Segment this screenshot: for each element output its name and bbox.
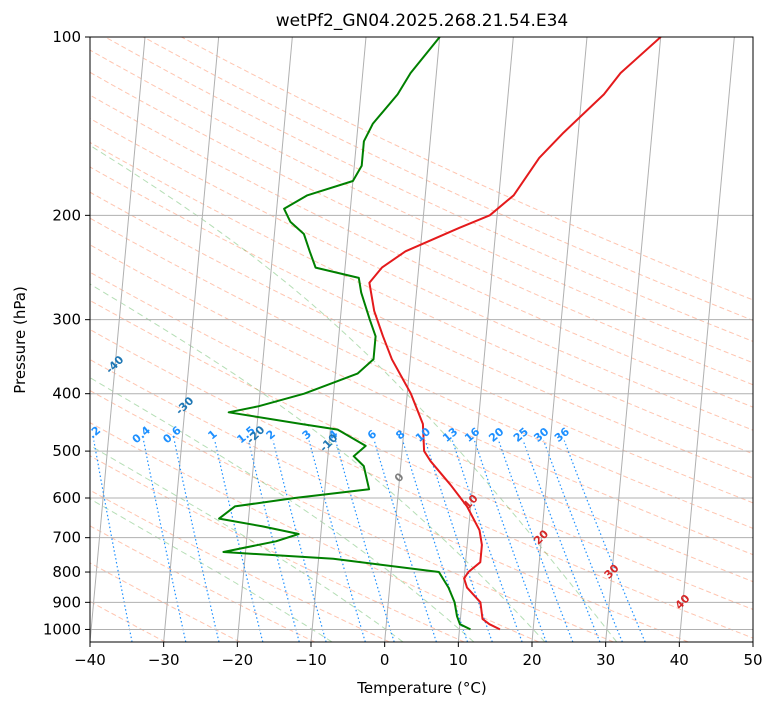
mixing-ratio-line (93, 440, 133, 642)
moist-adiabat (90, 377, 475, 642)
mixing-ratio-line (143, 440, 187, 642)
mixing-ratio-line (272, 440, 327, 642)
y-tick-label: 600 (52, 489, 81, 507)
y-tick-label: 900 (52, 593, 81, 611)
y-tick-label: 1000 (43, 620, 81, 638)
dry-adiabat (90, 271, 753, 583)
x-tick-label: −20 (221, 651, 253, 669)
temperature-line (368, 37, 662, 631)
y-tick-label: 500 (52, 442, 81, 460)
dry-adiabat (90, 489, 390, 642)
dry-adiabat (90, 299, 753, 610)
x-tick-label: −40 (74, 651, 106, 669)
dry-adiabat (90, 71, 753, 386)
dry-adiabat (181, 37, 753, 301)
plot-background (90, 37, 753, 642)
isotherm-line (236, 37, 293, 642)
isotherm-line (384, 37, 441, 642)
y-tick-label: 700 (52, 529, 81, 547)
y-tick-label: 100 (52, 28, 81, 46)
x-tick-label: 30 (596, 651, 615, 669)
dewpoint-line (218, 37, 471, 631)
isotherm-line (310, 37, 367, 642)
plot-frame (89, 36, 754, 643)
isotherm-line (457, 37, 514, 642)
dry-adiabat (104, 37, 753, 342)
dry-adiabat (90, 422, 540, 642)
isotherm-line (531, 37, 588, 642)
dry-adiabat (90, 217, 753, 529)
moist-adiabat (90, 444, 404, 642)
moist-adiabat (90, 283, 546, 642)
dry-adiabat (90, 390, 614, 642)
x-axis-title: Temperature (°C) (356, 679, 486, 697)
dry-adiabat (90, 94, 753, 408)
x-tick-label: 0 (380, 651, 390, 669)
mixing-ratio-line (451, 440, 523, 642)
isotherm-line (163, 37, 220, 642)
mixing-ratio-line (247, 440, 300, 642)
isotherm-line (752, 636, 753, 642)
isotherm-line (678, 37, 735, 642)
dry-adiabat (90, 562, 241, 642)
dry-adiabat (90, 244, 753, 556)
chart-title: wetPf2_GN04.2025.268.21.54.E34 (276, 11, 568, 31)
mixing-ratio-line (335, 440, 395, 642)
x-tick-label: 20 (522, 651, 541, 669)
y-tick-label: 200 (52, 206, 81, 224)
isotherm-line (90, 37, 146, 642)
dry-adiabat (90, 455, 465, 642)
dry-adiabat (90, 49, 753, 364)
mixing-ratio-line (498, 440, 574, 642)
isotherm-line (605, 37, 662, 642)
dry-adiabat (90, 359, 689, 642)
x-tick-label: −30 (148, 651, 180, 669)
dry-adiabat (143, 37, 753, 321)
x-tick-label: 40 (670, 651, 689, 669)
y-tick-label: 400 (52, 385, 81, 403)
y-axis-title: Pressure (hPa) (11, 286, 29, 394)
dry-adiabat (90, 191, 753, 504)
mixing-ratio-line (563, 440, 646, 642)
mixing-ratio-line (473, 440, 547, 642)
mixing-ratio-line (173, 440, 220, 642)
y-tick-label: 300 (52, 311, 81, 329)
x-tick-label: 10 (449, 651, 468, 669)
x-tick-label: 50 (743, 651, 762, 669)
x-tick-label: −10 (295, 651, 327, 669)
mixing-ratio-line (214, 440, 264, 642)
y-tick-label: 800 (52, 563, 81, 581)
